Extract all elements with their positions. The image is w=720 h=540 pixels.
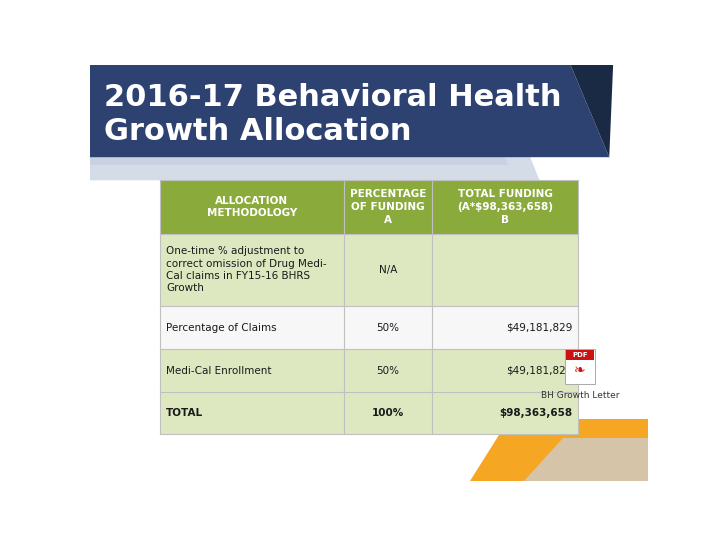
Text: PDF: PDF — [572, 352, 588, 358]
Text: One-time % adjustment to
correct omission of Drug Medi-
Cal claims in FY15-16 BH: One-time % adjustment to correct omissio… — [166, 246, 327, 293]
Text: $98,363,658: $98,363,658 — [499, 408, 572, 418]
Polygon shape — [90, 65, 539, 180]
Polygon shape — [524, 438, 648, 481]
Polygon shape — [570, 65, 613, 157]
FancyBboxPatch shape — [160, 180, 578, 234]
Text: Medi-Cal Enrollment: Medi-Cal Enrollment — [166, 366, 271, 376]
Text: N/A: N/A — [379, 265, 397, 275]
Text: TOTAL: TOTAL — [166, 408, 203, 418]
Text: 100%: 100% — [372, 408, 404, 418]
Polygon shape — [469, 419, 648, 481]
FancyBboxPatch shape — [160, 234, 578, 306]
Text: Growth Allocation: Growth Allocation — [104, 117, 411, 146]
FancyBboxPatch shape — [160, 349, 578, 393]
Text: PERCENTAGE
OF FUNDING
A: PERCENTAGE OF FUNDING A — [350, 189, 426, 225]
Text: $49,181,829: $49,181,829 — [505, 366, 572, 376]
FancyBboxPatch shape — [160, 393, 578, 434]
FancyBboxPatch shape — [566, 350, 594, 361]
Text: 2016-17 Behavioral Health: 2016-17 Behavioral Health — [104, 83, 562, 112]
Text: ALLOCATION
METHODOLOGY: ALLOCATION METHODOLOGY — [207, 195, 297, 218]
Polygon shape — [90, 65, 609, 157]
Text: 50%: 50% — [377, 323, 400, 333]
Text: ❧: ❧ — [574, 363, 585, 377]
FancyBboxPatch shape — [160, 306, 578, 349]
Text: Percentage of Claims: Percentage of Claims — [166, 323, 276, 333]
Text: TOTAL FUNDING
(A*$98,363,658)
B: TOTAL FUNDING (A*$98,363,658) B — [457, 189, 553, 225]
Text: 50%: 50% — [377, 366, 400, 376]
Text: BH Growth Letter: BH Growth Letter — [541, 392, 619, 400]
Text: $49,181,829: $49,181,829 — [505, 323, 572, 333]
Polygon shape — [90, 65, 508, 165]
FancyBboxPatch shape — [565, 349, 595, 384]
